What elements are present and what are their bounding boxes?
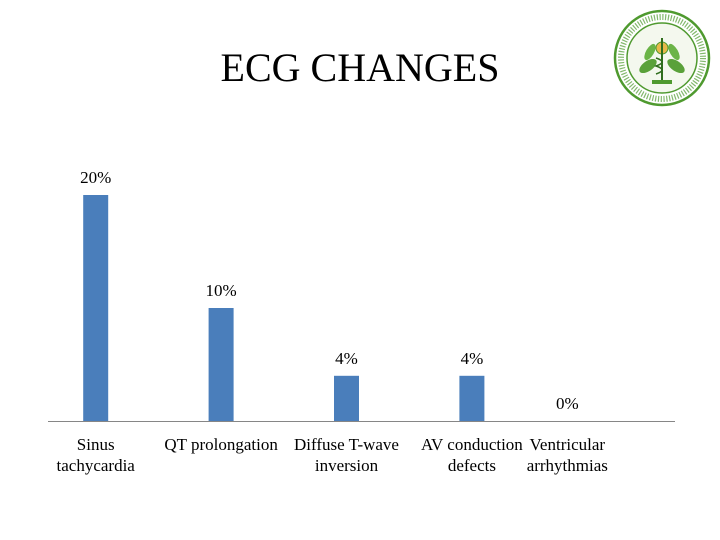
category-label: AV conduction defects <box>421 435 523 475</box>
data-label: 10% <box>206 281 237 300</box>
data-label: 0% <box>556 394 579 413</box>
data-label: 20% <box>80 168 111 187</box>
bar <box>208 308 234 421</box>
data-label: 4% <box>335 349 358 368</box>
category-label: QT prolongation <box>164 435 278 454</box>
category-label: Sinus tachycardia <box>57 435 136 475</box>
data-label: 4% <box>461 349 484 368</box>
slide-title: ECG CHANGES <box>220 45 500 90</box>
institute-seal-logo <box>613 9 711 107</box>
category-label: Ventricular arrhythmias <box>527 435 608 475</box>
bar <box>83 195 109 421</box>
bar <box>334 375 359 421</box>
bar <box>459 375 485 421</box>
category-label: Diffuse T-wave inversion <box>294 435 399 475</box>
